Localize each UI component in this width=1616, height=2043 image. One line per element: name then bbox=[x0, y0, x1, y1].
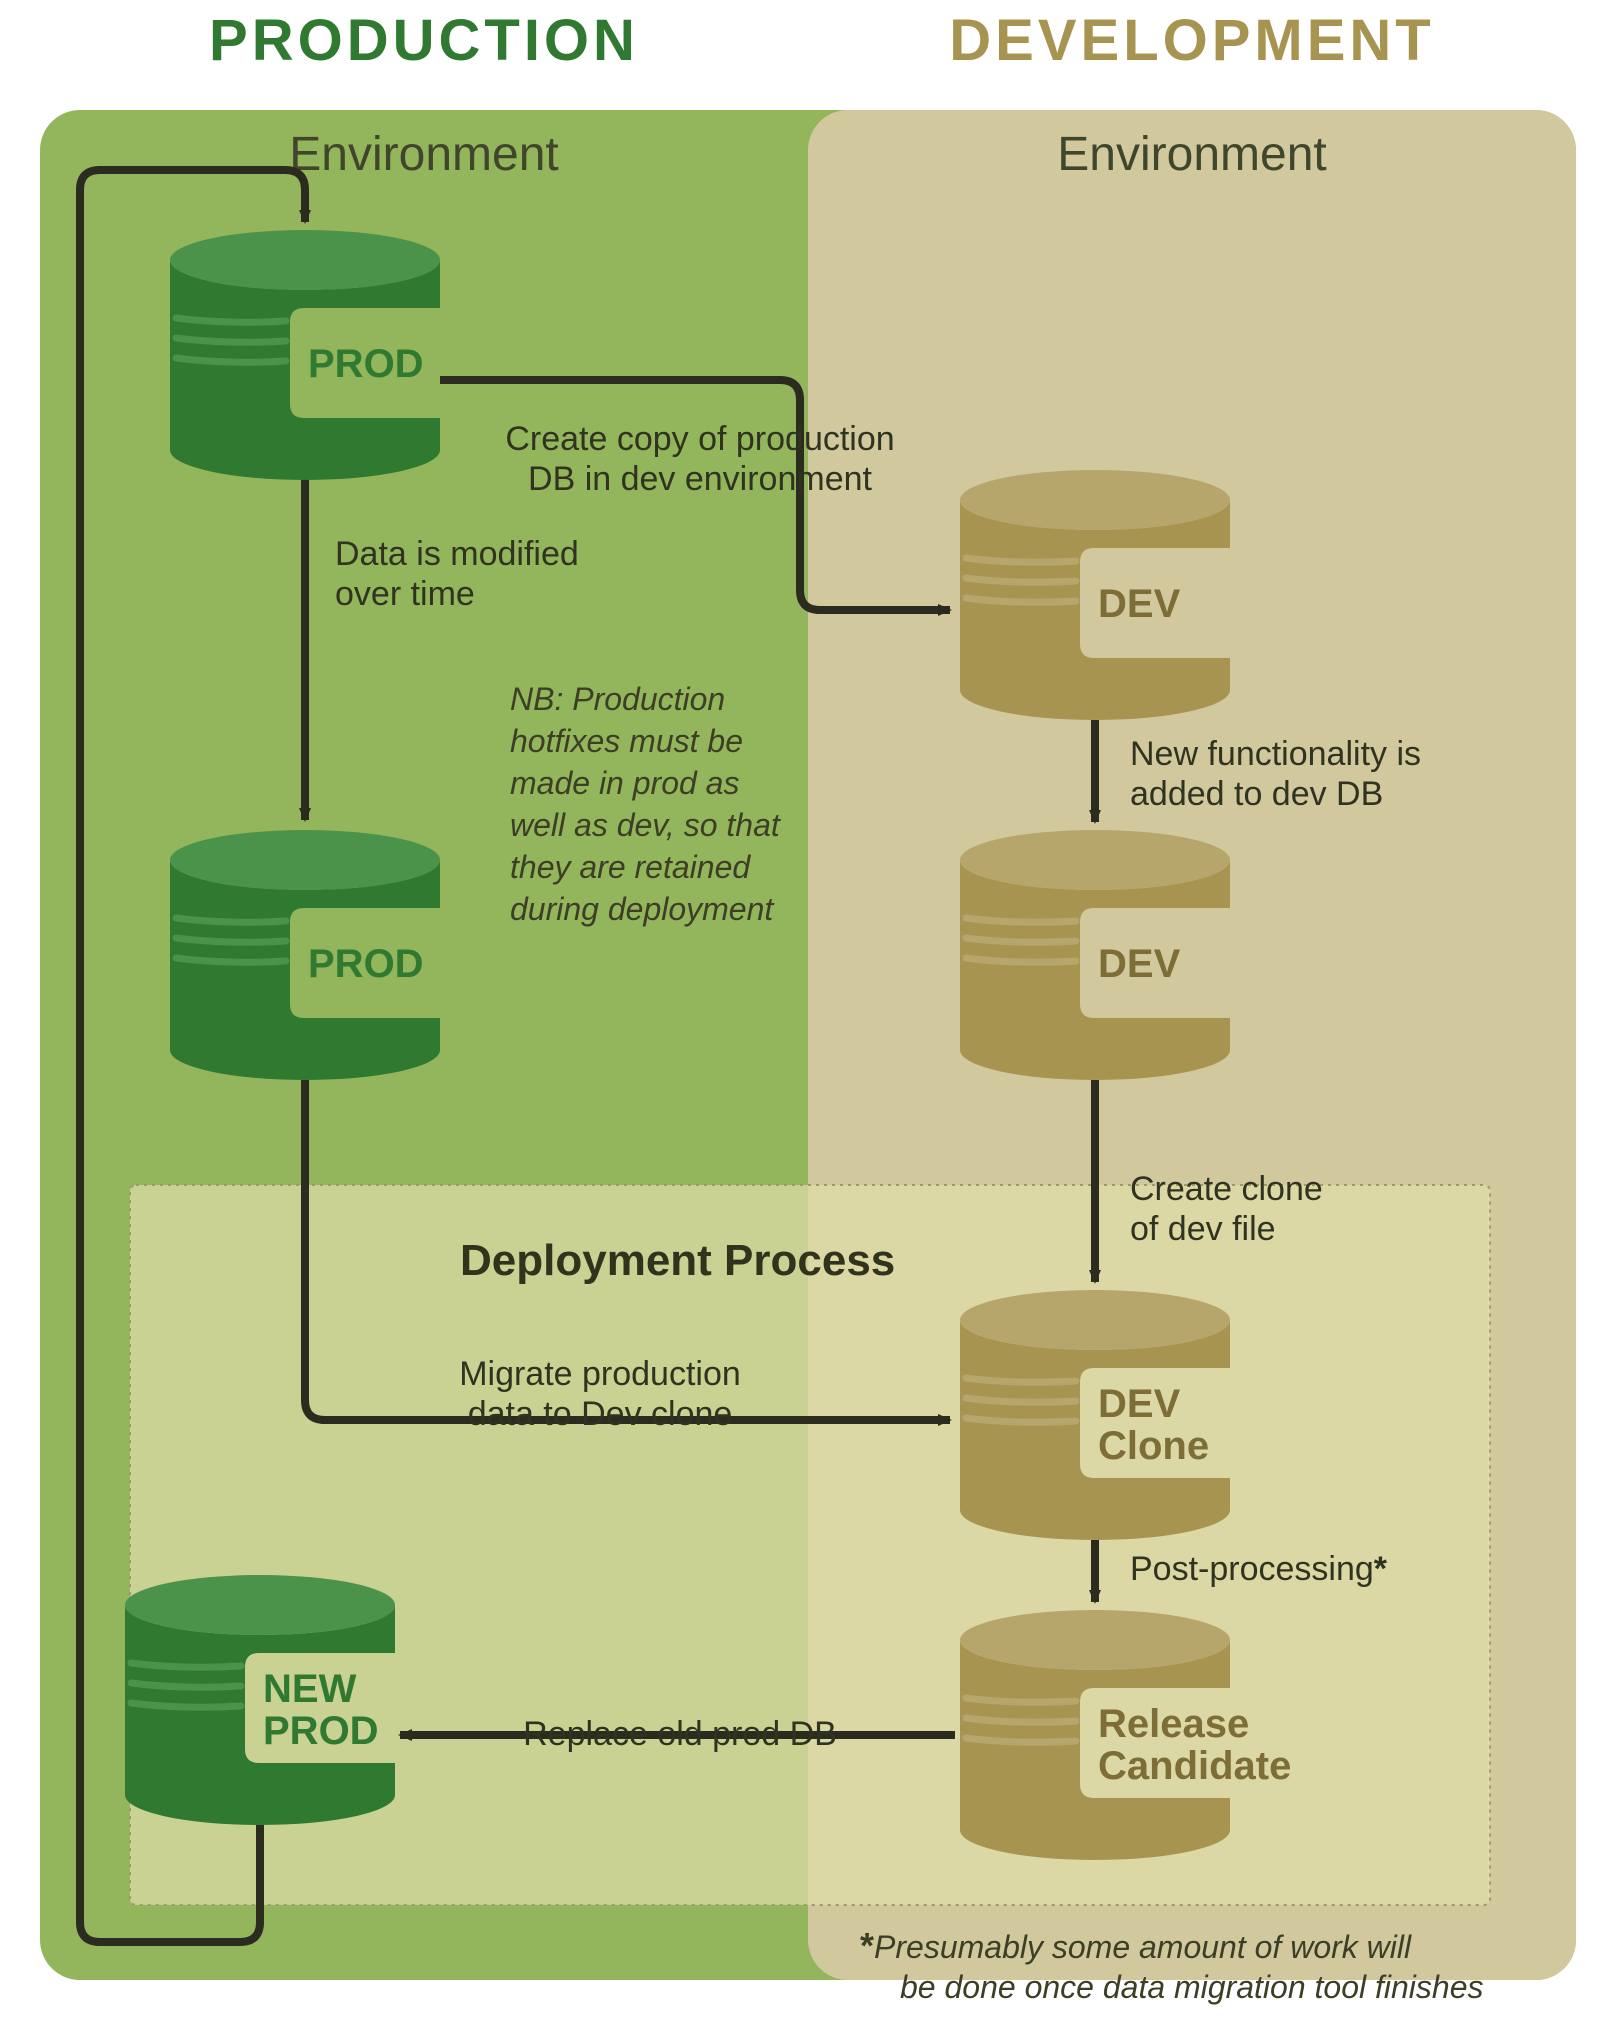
db-dev-1-label: DEV bbox=[1098, 582, 1181, 626]
label-dev2-devclone-l2: of dev file bbox=[1130, 1210, 1276, 1248]
label-prod2-devclone-l2: data to Dev clone bbox=[468, 1395, 733, 1433]
nb-l6: during deployment bbox=[510, 891, 774, 927]
db-new-prod-label-1: NEW bbox=[263, 1667, 357, 1711]
prod-subtitle: Environment bbox=[289, 128, 558, 181]
db-dev-2-label: DEV bbox=[1098, 942, 1181, 986]
nb-l3: made in prod as bbox=[510, 765, 739, 801]
deploy-title: Deployment Process bbox=[460, 1236, 895, 1285]
diagram-canvas: PRODUCTION Environment DEVELOPMENT Envir… bbox=[0, 0, 1616, 2043]
footnote-line2: be done once data migration tool finishe… bbox=[900, 1969, 1484, 2005]
prod-title: PRODUCTION bbox=[209, 8, 639, 73]
footnote-line1: *Presumably some amount of work will bbox=[860, 1925, 1412, 1966]
label-devclone-release: Post-processing* bbox=[1130, 1550, 1388, 1588]
label-release-newprod: Replace old prod DB bbox=[523, 1715, 837, 1753]
db-dev-clone-label-1: DEV bbox=[1098, 1382, 1181, 1426]
db-release-candidate-label-2: Candidate bbox=[1098, 1744, 1291, 1788]
label-prod1-prod2-l1: Data is modified bbox=[335, 535, 579, 573]
nb-l2: hotfixes must be bbox=[510, 723, 743, 759]
nb-l1: NB: Production bbox=[510, 681, 725, 717]
db-new-prod-label-2: PROD bbox=[263, 1709, 379, 1753]
label-prod1-prod2-l2: over time bbox=[335, 575, 475, 613]
nb-l5: they are retained bbox=[510, 849, 751, 885]
label-prod2-devclone-l1: Migrate production bbox=[459, 1355, 741, 1393]
label-dev1-dev2-l1: New functionality is bbox=[1130, 735, 1421, 773]
dev-subtitle: Environment bbox=[1057, 128, 1326, 181]
db-prod-1-label: PROD bbox=[308, 342, 424, 386]
db-release-candidate-label-1: Release bbox=[1098, 1702, 1249, 1746]
nb-l4: well as dev, so that bbox=[510, 807, 781, 843]
label-dev1-dev2-l2: added to dev DB bbox=[1130, 775, 1383, 813]
label-prod1-dev1-l1: Create copy of production bbox=[505, 420, 894, 458]
label-dev2-devclone-l1: Create clone bbox=[1130, 1170, 1323, 1208]
db-prod-2-label: PROD bbox=[308, 942, 424, 986]
label-prod1-dev1-l2: DB in dev environment bbox=[528, 460, 873, 498]
db-dev-clone-label-2: Clone bbox=[1098, 1424, 1209, 1468]
dev-title: DEVELOPMENT bbox=[949, 8, 1435, 73]
